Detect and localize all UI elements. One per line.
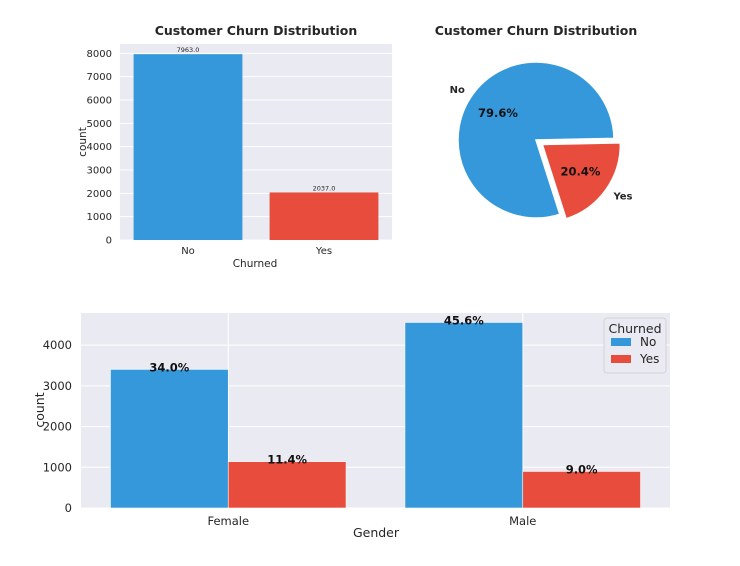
chart2-slice-pct-label: 20.4% xyxy=(560,165,600,179)
chart1-y-tick-label: 0 xyxy=(106,236,112,247)
chart1-y-tick-label: 6000 xyxy=(87,96,112,107)
chart2-slice-no xyxy=(457,61,615,219)
legend-label: Yes xyxy=(639,352,659,366)
chart3-x-tick-label: Male xyxy=(509,514,536,528)
chart1-bar-value-label: 2037.0 xyxy=(313,184,336,192)
chart1-y-tick-label: 8000 xyxy=(87,49,112,60)
legend-title: Churned xyxy=(608,321,661,336)
churn-count-bar-chart: Customer Churn Distribution 7963.0 2037.0… xyxy=(77,23,392,270)
chart3-y-tick-label: 2000 xyxy=(43,420,72,434)
churn-by-gender-bar-chart: 34.0% 11.4% 45.6% 9.0% 0 1000 2000 3000 4000 Fe… xyxy=(32,313,670,540)
chart3-bar-pct-label: 45.6% xyxy=(444,313,484,327)
chart1-bar-yes xyxy=(269,192,379,240)
chart3-bar-pct-label: 9.0% xyxy=(566,462,598,476)
chart3-y-tick-label: 4000 xyxy=(43,338,72,352)
chart1-x-axis-label: Churned xyxy=(233,258,278,270)
chart1-x-tick-label: No xyxy=(181,246,195,257)
chart3-y-axis-label: count xyxy=(32,392,47,427)
legend-label: No xyxy=(640,335,656,349)
chart3-y-tick-label: 3000 xyxy=(43,379,72,393)
chart2-title: Customer Churn Distribution xyxy=(435,23,638,38)
chart2-slices: 79.6% No 20.4% Yes xyxy=(450,61,633,220)
chart1-y-tick-label: 2000 xyxy=(87,189,112,200)
chart1-y-axis-label: count xyxy=(77,127,89,157)
legend-swatch-yes xyxy=(611,355,631,363)
chart3-bar-pct-label: 11.4% xyxy=(267,453,307,467)
chart1-y-tick-label: 4000 xyxy=(87,142,112,153)
chart3-y-tick-label: 1000 xyxy=(43,460,72,474)
chart1-bars: 7963.0 2037.0 xyxy=(133,46,379,240)
chart1-bar-value-label: 7963.0 xyxy=(177,46,200,54)
chart3-bar-male-no xyxy=(404,322,524,509)
chart3-x-axis-label: Gender xyxy=(353,525,400,540)
chart3-y-ticks: 0 1000 2000 3000 4000 xyxy=(43,338,72,515)
chart3-bar-pct-label: 34.0% xyxy=(149,360,189,374)
chart1-x-ticks: No Yes xyxy=(181,246,332,257)
chart3-x-ticks: Female Male xyxy=(207,514,536,528)
chart1-y-tick-label: 5000 xyxy=(87,119,112,130)
chart3-legend: Churned No Yes xyxy=(603,317,667,374)
legend-swatch-no xyxy=(611,338,631,346)
chart1-y-ticks: 0 1000 2000 3000 4000 5000 6000 7000 8000 xyxy=(87,49,112,247)
churn-share-pie-chart: Customer Churn Distribution 79.6% No 20.4%… xyxy=(435,23,638,220)
chart3-bar-female-no xyxy=(110,369,229,509)
chart2-slice-yes xyxy=(541,142,622,220)
chart1-y-tick-label: 1000 xyxy=(87,212,112,223)
chart1-y-tick-label: 7000 xyxy=(87,72,112,83)
chart1-bar-no xyxy=(133,54,243,240)
chart2-slice-pct-label: 79.6% xyxy=(478,106,518,120)
legend-items: No Yes xyxy=(611,335,659,366)
chart3-bar-female-yes xyxy=(227,461,347,509)
chart1-x-tick-label: Yes xyxy=(315,246,332,257)
chart2-slice-label: No xyxy=(450,85,465,96)
chart3-bar-male-yes xyxy=(522,471,641,509)
chart3-y-tick-label: 0 xyxy=(65,501,72,515)
chart2-slice-label: Yes xyxy=(612,191,632,202)
chart3-x-tick-label: Female xyxy=(207,514,249,528)
chart3-bars: 34.0% 11.4% 45.6% 9.0% xyxy=(110,313,641,509)
chart1-title: Customer Churn Distribution xyxy=(155,23,358,38)
chart1-y-tick-label: 3000 xyxy=(87,166,112,177)
